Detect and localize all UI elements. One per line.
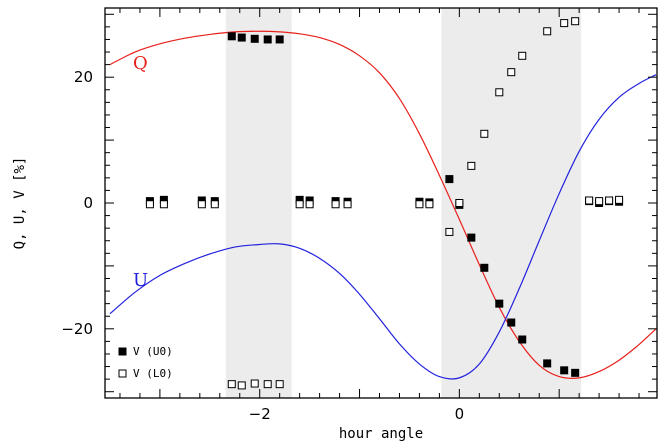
point-v-l0 bbox=[605, 196, 614, 205]
point-v-l0 bbox=[571, 17, 580, 26]
y-tick-label: −20 bbox=[61, 320, 93, 338]
curve-labels: QU bbox=[133, 53, 148, 291]
point-v-l0 bbox=[495, 88, 504, 97]
point-v-l0 bbox=[159, 200, 168, 209]
model-curves bbox=[109, 30, 657, 380]
point-v-l0 bbox=[263, 380, 272, 389]
point-v-u0 bbox=[495, 299, 504, 308]
x-tick-label: 0 bbox=[455, 405, 465, 423]
point-v-l0 bbox=[425, 200, 434, 209]
legend-marker-open-square bbox=[118, 369, 127, 378]
legend: V (U0) V (L0) bbox=[118, 345, 173, 380]
point-v-u0 bbox=[263, 35, 272, 44]
point-v-l0 bbox=[518, 51, 527, 60]
point-v-u0 bbox=[480, 263, 489, 272]
point-v-l0 bbox=[445, 227, 454, 236]
y-tick-label: 0 bbox=[83, 194, 93, 212]
point-v-l0 bbox=[480, 129, 489, 138]
curve-label-q: Q bbox=[133, 53, 148, 74]
point-v-l0 bbox=[331, 200, 340, 209]
point-v-l0 bbox=[197, 200, 206, 209]
shaded-regions bbox=[225, 8, 582, 398]
point-v-u0 bbox=[560, 366, 569, 375]
point-v-u0 bbox=[237, 33, 246, 42]
axis-ticks bbox=[105, 8, 657, 398]
point-v-u0 bbox=[445, 175, 454, 184]
point-v-u0 bbox=[275, 35, 284, 44]
point-v-l0 bbox=[595, 197, 604, 206]
legend-marker-filled-square bbox=[118, 347, 127, 356]
data-points bbox=[145, 17, 624, 390]
point-v-l0 bbox=[237, 381, 246, 390]
point-v-l0 bbox=[295, 200, 304, 209]
point-v-l0 bbox=[305, 200, 314, 209]
point-v-u0 bbox=[250, 34, 259, 43]
curve-q bbox=[109, 30, 657, 379]
curve-u bbox=[109, 74, 657, 380]
x-tick-label: −2 bbox=[249, 405, 271, 423]
point-v-u0 bbox=[507, 318, 516, 327]
point-v-l0 bbox=[343, 200, 352, 209]
legend-label-u0: V (U0) bbox=[133, 345, 173, 358]
y-axis-label: Q, U, V [%] bbox=[12, 157, 28, 250]
curve-label-u: U bbox=[133, 270, 148, 291]
y-tick-label: 20 bbox=[74, 68, 93, 86]
point-v-u0 bbox=[571, 368, 580, 377]
point-v-l0 bbox=[250, 379, 259, 388]
point-v-l0 bbox=[543, 27, 552, 36]
point-v-l0 bbox=[415, 200, 424, 209]
point-v-l0 bbox=[507, 68, 516, 77]
shaded-region-1 bbox=[225, 8, 292, 398]
point-v-u0 bbox=[227, 32, 236, 41]
point-v-l0 bbox=[275, 380, 284, 389]
point-v-u0 bbox=[543, 359, 552, 368]
point-v-l0 bbox=[227, 380, 236, 389]
point-v-l0 bbox=[210, 200, 219, 209]
point-v-l0 bbox=[145, 200, 154, 209]
point-v-l0 bbox=[467, 161, 476, 170]
point-v-u0 bbox=[467, 233, 476, 242]
x-axis-label: hour angle bbox=[339, 426, 423, 441]
point-v-l0 bbox=[615, 195, 624, 204]
point-v-l0 bbox=[455, 199, 464, 207]
legend-label-l0: V (L0) bbox=[133, 367, 173, 380]
point-v-u0 bbox=[518, 335, 527, 344]
point-v-l0 bbox=[560, 19, 569, 28]
point-v-l0 bbox=[585, 196, 594, 205]
